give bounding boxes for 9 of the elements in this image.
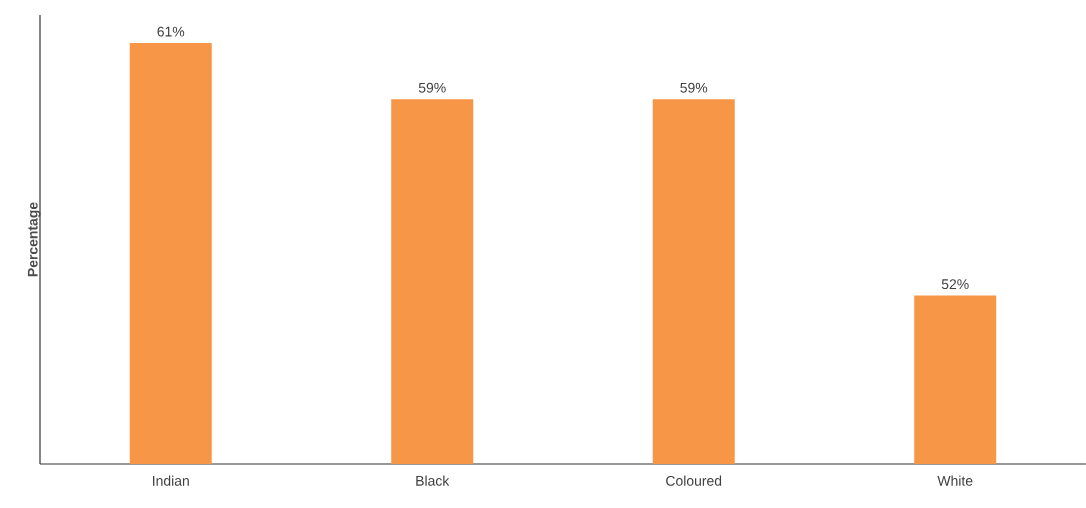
data-label: 59%: [418, 82, 446, 93]
data-label: 52%: [941, 279, 969, 290]
x-tick-label: Indian: [153, 475, 189, 486]
data-label: 59%: [680, 82, 708, 93]
y-axis-title: Percentage: [27, 202, 41, 277]
x-tick-label: White: [937, 475, 973, 486]
data-label: 61%: [157, 26, 185, 37]
x-tick-label: Coloured: [666, 475, 722, 486]
x-tick-label: Black: [416, 475, 450, 486]
